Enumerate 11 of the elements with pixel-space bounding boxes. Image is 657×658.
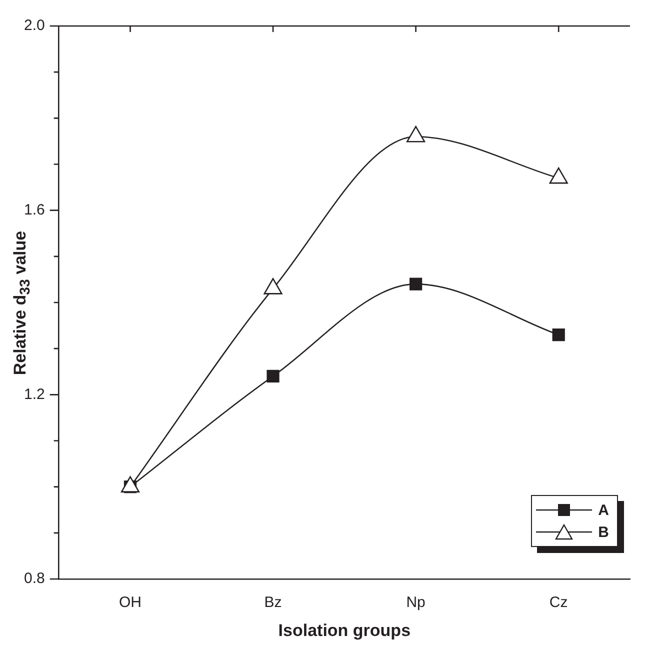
- x-tick-label: OH: [118, 594, 142, 612]
- y-tick-label: 2.0: [24, 17, 45, 34]
- y-tick-label: 0.8: [24, 570, 45, 588]
- x-tick-label: Np: [406, 594, 426, 612]
- legend-label: B: [598, 524, 609, 540]
- x-tick-label: Bz: [264, 594, 282, 612]
- x-axis-title: Isolation groups: [277, 621, 412, 641]
- y-tick-label: 1.6: [24, 201, 45, 218]
- y-tick-label: 1.2: [24, 386, 45, 403]
- legend-label: A: [598, 502, 609, 518]
- x-tick-label: Cz: [549, 594, 568, 612]
